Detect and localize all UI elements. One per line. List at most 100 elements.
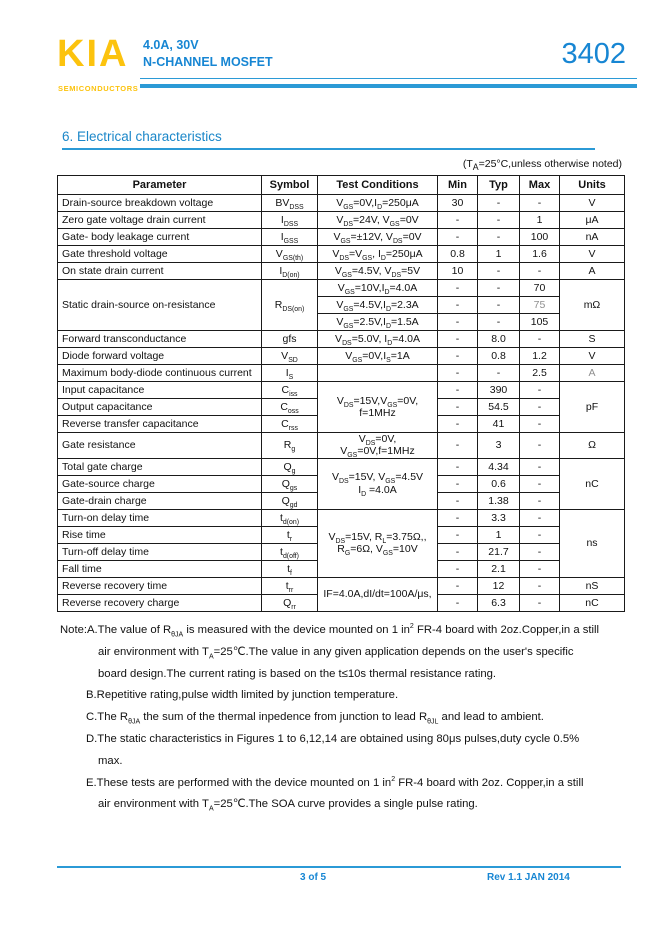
notes-section: Note:A.The value of RθJA is measured wit… xyxy=(60,620,625,816)
table-cell: A xyxy=(559,262,625,280)
table-cell: 75 xyxy=(519,296,560,314)
table-cell: - xyxy=(519,491,560,510)
table-cell: Rise time xyxy=(57,525,262,544)
table-cell: pF xyxy=(559,381,625,433)
table-row: Reverse transfer capacitance Crss -41- xyxy=(57,415,625,433)
section-title-text: 6. Electrical characteristics xyxy=(62,129,222,144)
note-line: E.These tests are performed with the dev… xyxy=(86,775,584,789)
table-row: VGS=4.5V,ID=2.3A - -75 xyxy=(58,296,625,314)
table-cell: Input capacitance xyxy=(57,381,262,399)
table-cell: V xyxy=(559,245,625,263)
temperature-condition-note: (TA=25°C,unless otherwise noted) xyxy=(462,158,622,173)
table-cell: Zero gate voltage drain current xyxy=(57,211,262,229)
note-line: max. xyxy=(98,754,123,767)
table-cell: - xyxy=(519,457,560,476)
table-cell: - xyxy=(477,279,520,297)
table-cell: - xyxy=(437,296,478,314)
column-header: Typ xyxy=(477,175,520,195)
table-cell: Gate- body leakage current xyxy=(57,228,262,246)
table-row: Output capacitance Coss -54.5- xyxy=(57,398,625,416)
table-row: Static drain-source on-resistance RDS(on)… xyxy=(57,279,625,331)
table-row: Reverse recovery time trr IF=4.0A,dI/dt=10… xyxy=(57,576,625,612)
table-cell: VDS=15V,VGS=0V, f=1MHz xyxy=(317,381,438,433)
table-cell: 0.8 xyxy=(477,347,520,365)
table-cell: VGS=±12V, VDS=0V xyxy=(317,228,438,246)
kia-logo: KIA xyxy=(57,33,129,75)
table-cell: - xyxy=(437,432,478,459)
table-cell: - xyxy=(519,432,560,459)
table-cell: - xyxy=(519,508,560,527)
table-cell: - xyxy=(519,381,560,399)
table-cell xyxy=(317,364,438,382)
table-cell: - xyxy=(437,279,478,297)
table-cell: - xyxy=(519,398,560,416)
table-cell: 1 xyxy=(477,525,520,544)
table-cell: VGS=10V,ID=4.0A xyxy=(317,279,438,297)
kia-logo-subtext: SEMICONDUCTORS xyxy=(58,84,139,93)
footer-rule xyxy=(57,866,621,868)
table-cell: Crss xyxy=(261,415,318,433)
table-row: Gate threshold voltage VGS(th) VDS=VGS, ID… xyxy=(57,245,625,263)
table-cell: - xyxy=(437,415,478,433)
table-cell: BVDSS xyxy=(261,194,318,212)
table-cell: 41 xyxy=(477,415,520,433)
table-row: Input capacitance Ciss VDS=15V,VGS=0V, f=1M… xyxy=(57,381,625,433)
column-header: Symbol xyxy=(261,175,318,195)
note-line: Note:A.The value of RθJA is measured wit… xyxy=(60,623,600,639)
table-cell: Reverse transfer capacitance xyxy=(57,415,262,433)
section-title: 6. Electrical characteristics xyxy=(62,129,595,150)
table-cell: A xyxy=(559,364,625,382)
note-line: air environment with TA=25℃.The value in… xyxy=(98,645,574,661)
product-title: 4.0A, 30V N-CHANNEL MOSFET xyxy=(143,37,273,71)
table-row: Reverse recovery charge Qrr -6.3- nC xyxy=(57,593,625,612)
table-cell: - xyxy=(437,364,478,382)
electrical-table-body: Drain-source breakdown voltage BVDSS VGS=0… xyxy=(57,194,625,612)
table-cell: - xyxy=(437,457,478,476)
table-cell: 1.6 xyxy=(519,245,560,263)
column-header: Max xyxy=(519,175,560,195)
table-cell: nA xyxy=(559,228,625,246)
table-row: Turn-on delay time td(on) VDS=15V, RL=3.75… xyxy=(57,508,625,578)
table-cell: Turn-off delay time xyxy=(57,542,262,561)
table-cell: - xyxy=(477,296,520,314)
table-cell: 0.6 xyxy=(477,474,520,493)
table-cell: Forward transconductance xyxy=(57,330,262,348)
column-header: Parameter xyxy=(57,175,262,195)
table-cell: - xyxy=(477,262,520,280)
column-header: Units xyxy=(559,175,625,195)
table-cell: - xyxy=(519,262,560,280)
table-cell: - xyxy=(519,576,560,595)
table-row: Total gate charge Qg VDS=15V, VGS=4.5V ID =… xyxy=(57,457,625,510)
table-cell: VGS(th) xyxy=(261,245,318,263)
table-cell: nS xyxy=(559,576,625,595)
table-cell: - xyxy=(519,415,560,433)
table-cell: - xyxy=(437,576,478,595)
table-cell: - xyxy=(437,508,478,527)
table-cell: Drain-source breakdown voltage xyxy=(57,194,262,212)
table-cell: - xyxy=(437,525,478,544)
product-type: N-CHANNEL MOSFET xyxy=(143,55,273,69)
table-header-row: Parameter Symbol Test Conditions Min Typ Max U… xyxy=(57,175,625,195)
table-cell: - xyxy=(437,228,478,246)
table-cell: - xyxy=(519,542,560,561)
table-cell: IGSS xyxy=(261,228,318,246)
table-cell: 6.3 xyxy=(477,593,520,612)
table-cell: - xyxy=(519,559,560,578)
table-cell: 390 xyxy=(477,381,520,399)
header-rule-thin xyxy=(140,78,637,79)
table-cell: 10 xyxy=(437,262,478,280)
table-cell: tf xyxy=(261,559,318,578)
table-cell: Output capacitance xyxy=(57,398,262,416)
table-cell: Gate-drain charge xyxy=(57,491,262,510)
table-cell: Ω xyxy=(559,432,625,459)
table-cell: trr xyxy=(261,576,318,595)
table-cell: - xyxy=(519,474,560,493)
table-row: Fall time tf -2.1- xyxy=(57,559,625,578)
table-cell: Coss xyxy=(261,398,318,416)
table-cell: 70 xyxy=(519,279,560,297)
table-cell: VDS=5.0V, ID=4.0A xyxy=(317,330,438,348)
note-line: board design.The current rating is based… xyxy=(98,667,497,680)
table-cell: 3 xyxy=(477,432,520,459)
note-line: air environment with TA=25℃.The SOA curv… xyxy=(98,798,478,813)
table-cell: 8.0 xyxy=(477,330,520,348)
